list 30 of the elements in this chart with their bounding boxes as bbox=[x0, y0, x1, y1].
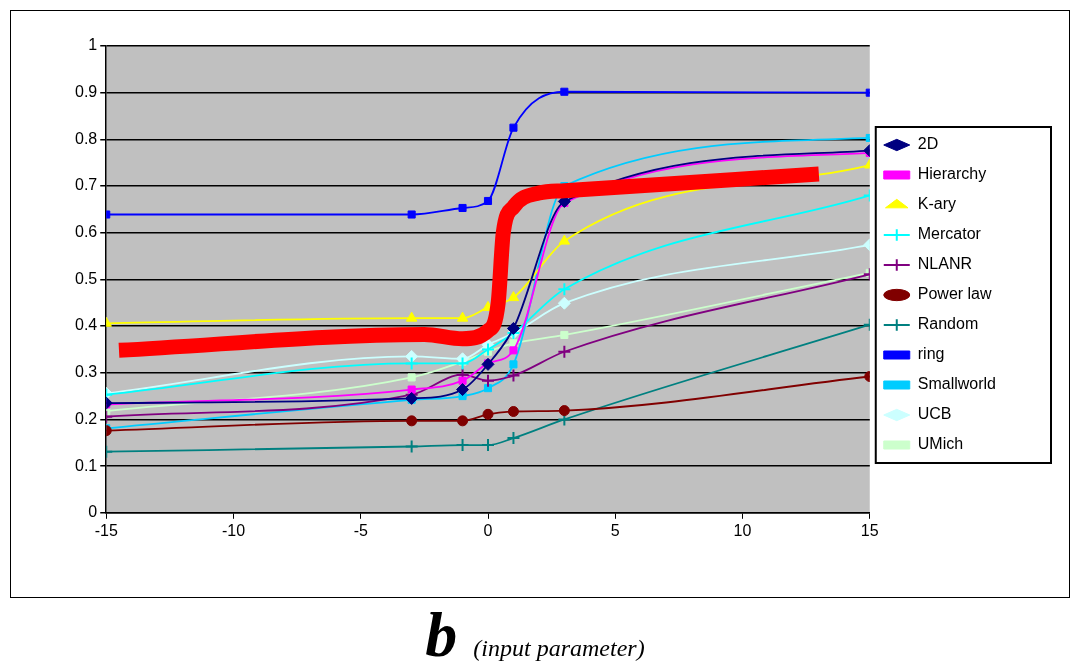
y-tick-label: 1 bbox=[88, 36, 98, 54]
y-tick-label: 0.1 bbox=[74, 456, 98, 474]
x-tick-label: 15 bbox=[860, 521, 879, 539]
legend-label: Mercator bbox=[917, 225, 982, 243]
y-tick-label: 0.5 bbox=[74, 269, 98, 287]
legend-label: NLANR bbox=[917, 255, 972, 273]
x-tick-label: 5 bbox=[610, 521, 620, 539]
legend-label: UCB bbox=[917, 405, 952, 423]
y-tick-label: 0.2 bbox=[74, 409, 98, 427]
y-tick-label: 0.8 bbox=[74, 129, 98, 147]
y-tick-label: 0.6 bbox=[74, 223, 98, 241]
x-tick-label: 10 bbox=[733, 521, 752, 539]
legend-label: Power law bbox=[917, 285, 993, 303]
x-axis-title: b (input parameter) bbox=[425, 599, 645, 662]
legend-label: ring bbox=[917, 345, 945, 363]
x-tick-label: -10 bbox=[221, 521, 246, 539]
x-tick-label: -5 bbox=[353, 521, 368, 539]
legend-label: 2D bbox=[917, 135, 939, 153]
legend-label: Smallworld bbox=[917, 375, 997, 393]
legend-label: Hierarchy bbox=[917, 165, 987, 183]
x-tick-label: -15 bbox=[94, 521, 118, 539]
y-tick-label: 0.9 bbox=[74, 83, 98, 101]
legend-label: Random bbox=[917, 315, 979, 333]
legend-label: K-ary bbox=[917, 195, 956, 213]
y-tick-label: 0.7 bbox=[74, 176, 98, 194]
y-tick-label: 0 bbox=[88, 503, 98, 521]
y-tick-label: 0.3 bbox=[74, 363, 98, 381]
x-tick-label: 0 bbox=[483, 521, 493, 539]
legend-label: UMich bbox=[917, 435, 964, 453]
y-tick-label: 0.4 bbox=[74, 316, 98, 334]
